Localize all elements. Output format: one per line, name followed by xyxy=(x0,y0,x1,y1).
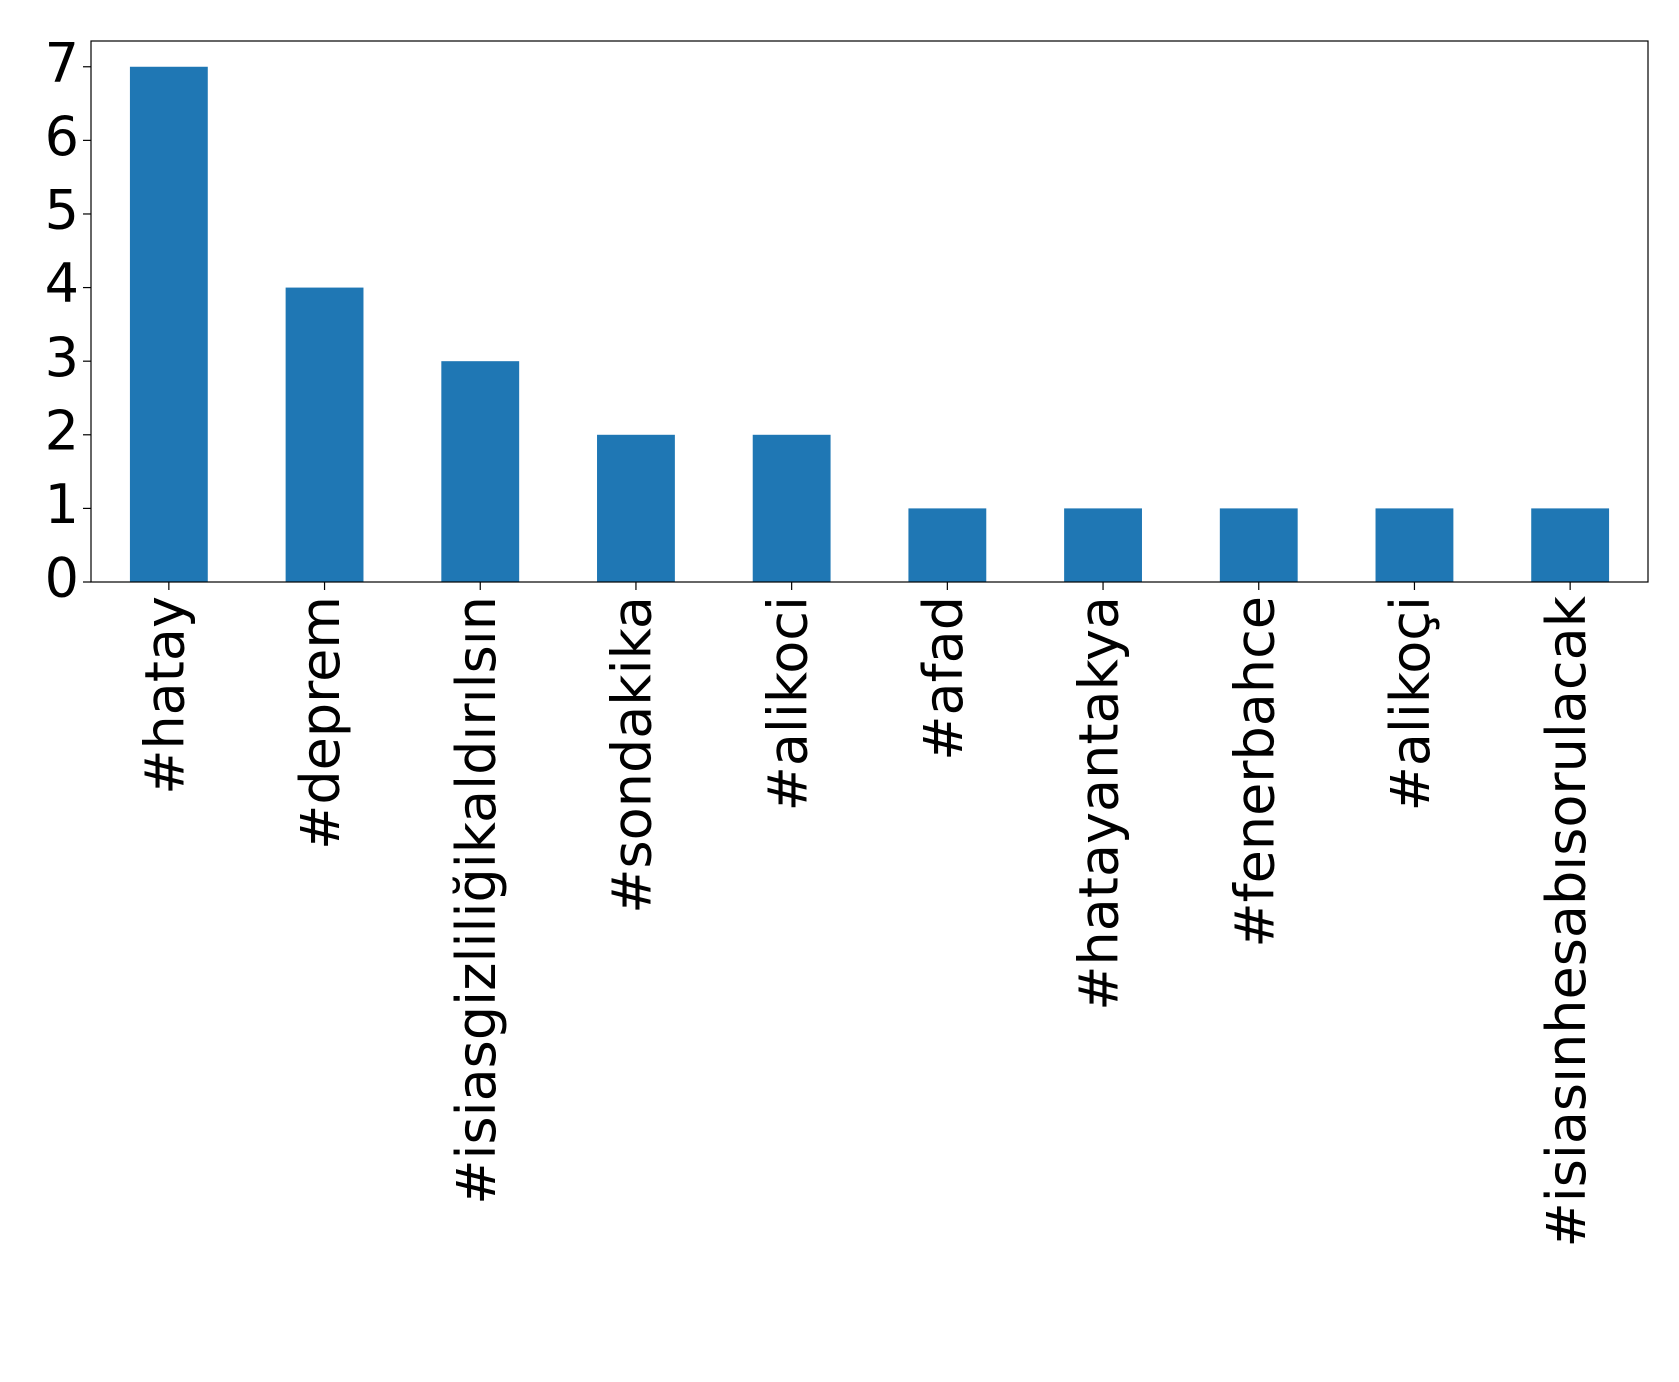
x-tick-label: #hatay xyxy=(133,596,196,795)
x-tick-label: #deprem xyxy=(289,596,352,850)
y-tick-label: 3 xyxy=(45,326,79,389)
x-tick-label: #hatayantakya xyxy=(1068,596,1131,1011)
bar xyxy=(1375,508,1454,582)
y-tick-label: 7 xyxy=(45,31,79,94)
bar xyxy=(908,508,987,582)
x-tick-label: #alikoci xyxy=(756,596,819,811)
bar xyxy=(597,434,675,582)
y-tick-label: 5 xyxy=(45,179,79,242)
y-tick-label: 6 xyxy=(45,105,79,168)
bar xyxy=(1219,508,1298,582)
bar xyxy=(441,361,520,582)
x-tick-label: #isiasgizliliğikaldırılsın xyxy=(445,596,508,1205)
bar xyxy=(1531,508,1610,582)
y-tick-label: 0 xyxy=(45,547,79,610)
x-tick-label: #afad xyxy=(912,596,975,761)
x-tick-label: #alikoçi xyxy=(1379,596,1442,811)
x-tick-label: #isiasınhesabısorulacak xyxy=(1535,595,1598,1247)
bar xyxy=(285,287,364,582)
y-tick-label: 1 xyxy=(45,473,79,536)
x-tick-label: #fenerbahce xyxy=(1223,596,1286,948)
bar xyxy=(752,434,831,582)
bar xyxy=(129,66,208,582)
x-tick-label: #sondakika xyxy=(601,596,664,914)
bar xyxy=(1064,508,1142,582)
y-tick-label: 2 xyxy=(45,399,79,462)
y-tick-label: 4 xyxy=(45,252,79,315)
plot-frame xyxy=(90,40,1649,583)
